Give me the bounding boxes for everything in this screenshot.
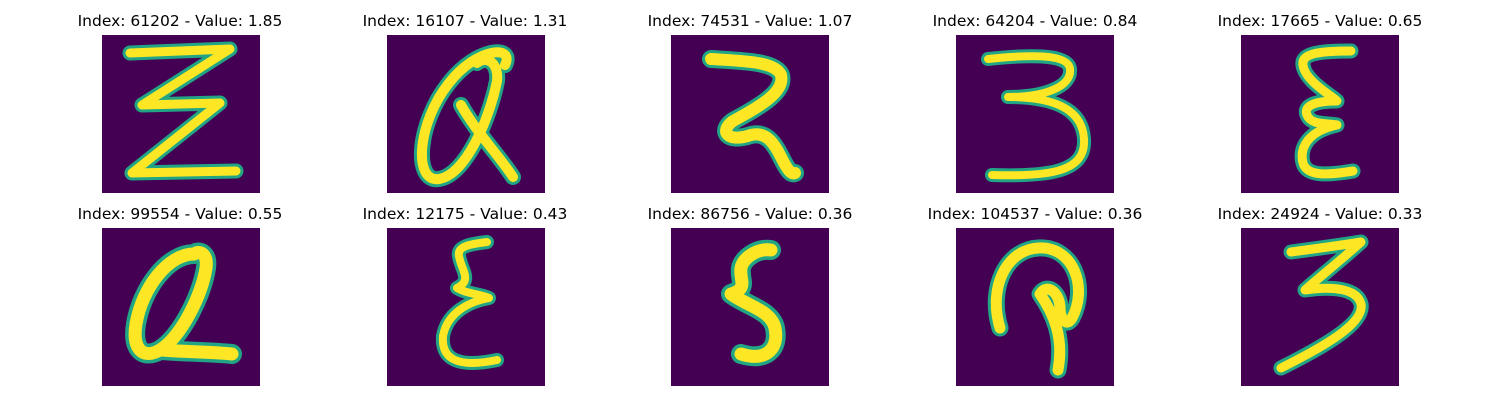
glyph-3-like-4 — [956, 35, 1114, 193]
panel-title-8: Index: 86756 - Value: 0.36 — [647, 205, 853, 223]
panel-title-9: Index: 104537 - Value: 0.36 — [927, 205, 1143, 223]
glyph-p-like-9 — [956, 228, 1114, 386]
glyph-5-like-8 — [671, 228, 829, 386]
digit-image-6 — [102, 228, 260, 386]
glyph-e-like-7 — [387, 228, 545, 386]
panel-title-10: Index: 24924 - Value: 0.33 — [1217, 205, 1423, 223]
glyph-e-like-5 — [1241, 35, 1399, 193]
digit-image-4 — [956, 35, 1114, 193]
panel-title-4: Index: 64204 - Value: 0.84 — [932, 12, 1138, 30]
panel-title-1: Index: 61202 - Value: 1.85 — [77, 12, 283, 30]
panel-title-5: Index: 17665 - Value: 0.65 — [1217, 12, 1423, 30]
panel-title-6: Index: 99554 - Value: 0.55 — [77, 205, 283, 223]
glyph-3-like-10 — [1241, 228, 1399, 386]
digit-image-5 — [1241, 35, 1399, 193]
glyph-q-like-2 — [387, 35, 545, 193]
panel-title-7: Index: 12175 - Value: 0.43 — [362, 205, 568, 223]
digit-image-3 — [671, 35, 829, 193]
panel-title-3: Index: 74531 - Value: 1.07 — [647, 12, 853, 30]
glyph-q-like-6 — [102, 228, 260, 386]
digit-image-7 — [387, 228, 545, 386]
digit-image-10 — [1241, 228, 1399, 386]
glyph-z-like-1 — [102, 35, 260, 193]
digit-image-9 — [956, 228, 1114, 386]
digit-image-8 — [671, 228, 829, 386]
panel-title-2: Index: 16107 - Value: 1.31 — [362, 12, 568, 30]
glyph-r-like-3 — [671, 35, 829, 193]
digit-image-1 — [102, 35, 260, 193]
digit-image-2 — [387, 35, 545, 193]
